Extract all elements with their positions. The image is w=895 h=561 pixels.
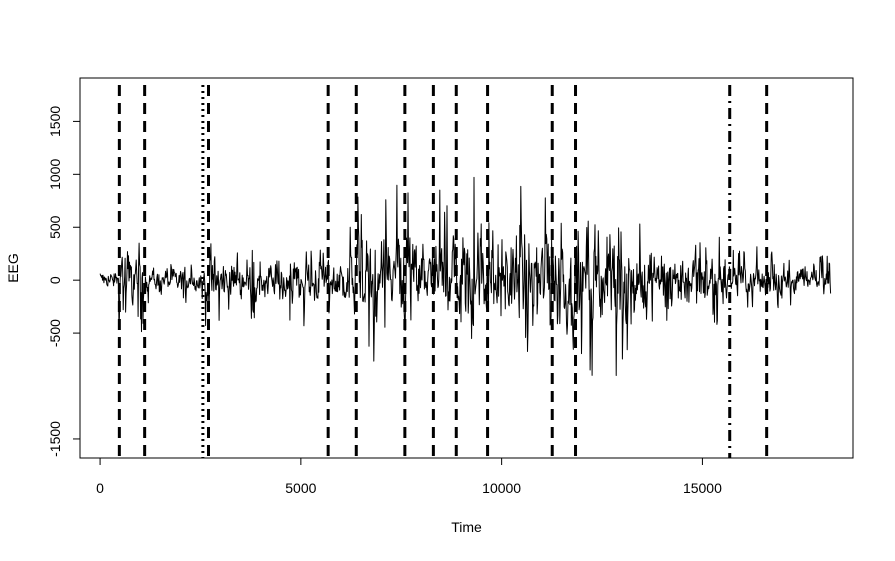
y-tick-label: 1000	[47, 159, 63, 190]
x-tick-label: 10000	[482, 480, 521, 496]
y-tick-label: -500	[47, 319, 63, 347]
eeg-series-line	[99, 176, 832, 376]
y-tick-label: 1500	[47, 106, 63, 137]
y-tick-label: 0	[47, 276, 63, 284]
y-axis: -1500 -500 0 500 1000 1500	[47, 106, 81, 457]
x-axis-title: Time	[451, 519, 482, 535]
y-tick-label: -1500	[47, 421, 63, 457]
x-tick-label: 15000	[683, 480, 722, 496]
y-axis-title: EEG	[5, 253, 21, 283]
x-axis: 0 5000 10000 15000	[96, 457, 722, 496]
y-tick-label: 500	[47, 215, 63, 239]
x-tick-label: 0	[96, 480, 104, 496]
x-tick-label: 5000	[285, 480, 316, 496]
series-layer	[99, 176, 832, 376]
